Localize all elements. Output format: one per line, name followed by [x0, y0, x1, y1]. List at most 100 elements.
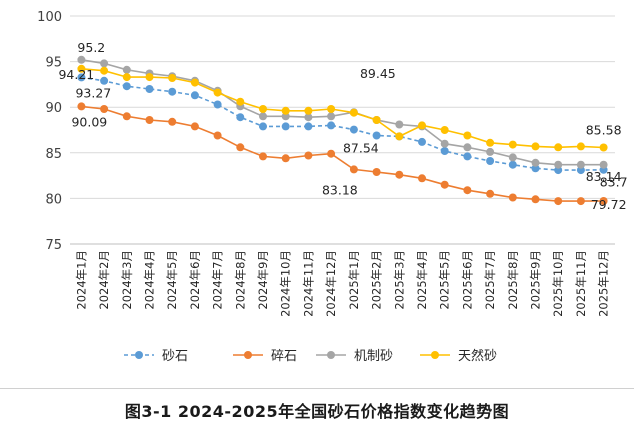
data-point [281, 112, 290, 121]
data-point [236, 97, 245, 106]
y-tick-label: 90 [45, 101, 62, 116]
data-point [304, 113, 313, 122]
data-point [145, 85, 154, 93]
data-point [554, 143, 563, 152]
series-line [81, 76, 604, 171]
data-labels: 95.2 94.21 93.27 90.09 89.45 87.54 83.18 85.58 8… [58, 40, 627, 212]
data-point [440, 126, 449, 134]
x-tick-label: 2025年4月 [415, 250, 429, 310]
data-point [463, 143, 472, 152]
series-layer [77, 55, 608, 206]
data-point [486, 147, 495, 156]
legend-label: 砂石 [162, 349, 188, 364]
x-tick-label: 2025年11月 [574, 250, 588, 317]
legend-marker [244, 351, 252, 359]
data-label: 83.14 [586, 169, 622, 184]
x-tick-label: 2024年9月 [256, 250, 270, 310]
data-point [463, 152, 472, 161]
data-point [599, 197, 608, 205]
data-point [190, 91, 199, 100]
data-point [122, 65, 131, 74]
data-point [599, 160, 608, 169]
x-tick-label: 2024年12月 [324, 250, 338, 317]
data-point [281, 154, 290, 163]
data-point [213, 88, 222, 97]
data-point [281, 106, 290, 115]
data-label: 93.27 [75, 85, 111, 100]
data-point [259, 112, 267, 121]
data-point [418, 137, 426, 146]
x-tick-label: 2024年4月 [142, 250, 156, 310]
data-point [327, 105, 336, 113]
data-point [100, 76, 109, 85]
y-tick-label: 95 [45, 56, 62, 71]
data-point [418, 121, 426, 130]
x-tick-label: 2024年8月 [233, 250, 247, 310]
data-label: 83.7 [600, 175, 628, 190]
x-tick-label: 2025年9月 [529, 250, 543, 310]
data-point [372, 116, 381, 124]
data-point [236, 113, 245, 122]
x-tick-label: 2025年3月 [392, 250, 406, 310]
data-point [122, 82, 131, 91]
data-label: 79.72 [591, 197, 627, 212]
x-tick-label: 2025年8月 [506, 250, 520, 310]
data-point [304, 106, 313, 115]
data-point [554, 160, 563, 169]
data-point [349, 125, 358, 134]
data-point [463, 131, 472, 140]
data-point [508, 193, 517, 202]
x-tick-label: 2025年12月 [597, 250, 611, 317]
data-point [463, 186, 472, 195]
series-line [81, 68, 604, 149]
x-axis: 2024年1月 2024年2月 2024年3月 2024年4月 2024年5月 2024年… [74, 250, 610, 317]
data-point [168, 87, 177, 96]
data-point [168, 74, 177, 82]
data-point [190, 78, 199, 87]
data-point [349, 165, 358, 174]
data-point [576, 142, 585, 151]
data-point [77, 73, 86, 82]
data-point [259, 122, 267, 131]
data-point [486, 157, 495, 165]
legend-marker [431, 351, 439, 359]
x-tick-label: 2025年10月 [551, 250, 565, 317]
legend-label: 天然砂 [458, 348, 497, 364]
x-tick-label: 2024年2月 [97, 250, 111, 310]
legend-marker [327, 351, 335, 359]
data-point [531, 142, 540, 151]
y-tick-label: 85 [45, 147, 62, 162]
caption-divider [0, 388, 634, 389]
data-point [372, 168, 381, 176]
data-point [486, 138, 495, 147]
x-tick-label: 2024年10月 [279, 250, 293, 317]
x-tick-label: 2024年1月 [74, 250, 88, 310]
series-2 [77, 55, 608, 169]
data-point [122, 73, 131, 82]
data-point [100, 59, 109, 68]
data-point [100, 66, 109, 75]
x-tick-label: 2024年3月 [120, 250, 134, 310]
x-tick-label: 2025年5月 [438, 250, 452, 310]
y-tick-label: 100 [37, 10, 62, 25]
data-point [327, 121, 336, 130]
legend-marker [135, 351, 143, 359]
x-tick-label: 2024年6月 [188, 250, 202, 310]
data-point [327, 112, 336, 121]
data-point [236, 143, 245, 152]
data-point [440, 180, 449, 189]
data-point [213, 100, 222, 109]
legend-label: 碎石 [271, 349, 297, 364]
series-1 [77, 102, 608, 206]
grid-layer [70, 15, 615, 245]
x-tick-label: 2025年1月 [347, 250, 361, 310]
data-label: 94.21 [58, 67, 94, 82]
data-label: 85.58 [586, 123, 622, 138]
data-point [122, 112, 131, 121]
series-0 [77, 73, 608, 175]
data-point [554, 197, 563, 206]
data-point [486, 189, 495, 198]
y-axis: 75 80 85 90 95 100 [37, 10, 62, 253]
data-point [327, 149, 336, 158]
